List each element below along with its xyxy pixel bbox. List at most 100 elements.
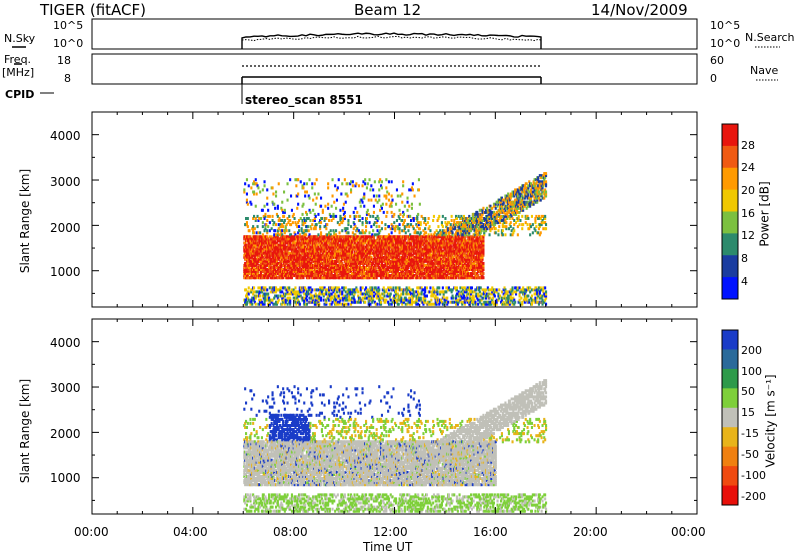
heatmap-cell [299,237,302,241]
heatmap-cell [295,270,298,273]
heatmap-cell [273,257,276,261]
heatmap-cell [319,263,322,267]
heatmap-cell [290,194,293,198]
heatmap-cell [307,217,310,220]
heatmap-cell [325,266,328,269]
heatmap-cell [410,288,413,292]
heatmap-cell [422,296,425,300]
heatmap-cell [353,266,356,269]
heatmap-cell [268,300,271,304]
heatmap-cell [324,261,327,265]
heatmap-cell [340,247,343,251]
heatmap-cell [389,292,392,296]
heatmap-cell [328,239,331,243]
heatmap-cell [354,241,357,245]
heatmap-cell [369,214,372,218]
heatmap-cell [403,204,406,208]
heatmap-cell [275,274,278,278]
heatmap-cell [320,204,323,208]
heatmap-cell [410,251,413,255]
heatmap-cell [313,192,316,196]
heatmap-cell [380,180,383,184]
heatmap-cell [435,257,438,261]
heatmap-cell [385,290,388,294]
heatmap-cell [439,274,442,278]
heatmap-cell [346,251,349,255]
heatmap-cell [274,263,277,267]
heatmap-cell [386,190,389,194]
heatmap-cell [281,290,284,294]
heatmap-cell [432,292,435,296]
heatmap-cell [422,266,425,269]
heatmap-cell [352,296,355,300]
heatmap-cell [376,259,379,263]
heatmap-cell [309,296,312,300]
heatmap-cell [289,302,292,306]
heatmap-cell [274,243,277,247]
heatmap-cell [366,239,369,243]
heatmap-cell [429,229,432,233]
heatmap-cell [302,253,305,257]
heatmap-cell [251,243,254,247]
heatmap-cell [294,251,297,255]
heatmap-cell [254,276,257,280]
strip-legend-markers [12,46,780,81]
heatmap-cell [291,251,294,255]
heatmap-cell [322,272,325,276]
heatmap-cell [336,245,339,249]
heatmap-cell [335,286,338,290]
heatmap-cell [321,251,324,255]
heatmap-cell [250,186,253,190]
heatmap-cell [415,255,418,259]
heatmap-cell [388,296,391,300]
heatmap-cell [353,223,356,227]
heatmap-cell [292,288,295,292]
heatmap-cell [429,251,432,255]
heatmap-cell [291,214,294,218]
heatmap-cell [298,249,301,253]
heatmap-cell [414,245,417,249]
heatmap-cell [293,235,296,239]
heatmap-cell [416,219,419,222]
heatmap-cell [266,263,269,267]
heatmap-cell [379,178,382,182]
heatmap-cell [411,266,414,269]
heatmap-cell [396,245,399,249]
heatmap-cell [429,239,432,243]
heatmap-cell [392,286,395,290]
heatmap-cell [264,255,267,259]
heatmap-cell [284,298,287,302]
heatmap-cell [266,231,269,235]
heatmap-cell [437,233,440,237]
heatmap-cell [424,290,427,294]
heatmap-cell [386,263,389,267]
heatmap-cell [251,255,254,259]
heatmap-cell [363,247,366,251]
heatmap-cell [321,210,324,214]
heatmap-cell [351,243,354,247]
heatmap-cell [380,274,383,278]
heatmap-cell [338,231,341,235]
heatmap-cell [391,300,394,304]
heatmap-cell [306,225,309,229]
heatmap-cell [427,272,430,276]
heatmap-cell [350,180,353,184]
heatmap-cell [270,227,273,231]
heatmap-cell [282,296,285,300]
heatmap-cell [275,251,278,255]
heatmap-cell [311,268,314,271]
heatmap-cell [408,251,411,255]
heatmap-cell [268,272,271,276]
heatmap-cell [361,255,364,259]
heatmap-cell [296,266,299,269]
heatmap-cell [276,276,279,280]
heatmap-cell [327,237,330,241]
heatmap-cell [387,261,390,265]
heatmap-cell [387,180,390,184]
heatmap-cell [426,249,429,253]
heatmap-cell [245,237,248,241]
heatmap-cell [301,298,304,302]
heatmap-cell [412,257,415,261]
heatmap-cell [395,261,398,265]
heatmap-cell [377,296,380,300]
